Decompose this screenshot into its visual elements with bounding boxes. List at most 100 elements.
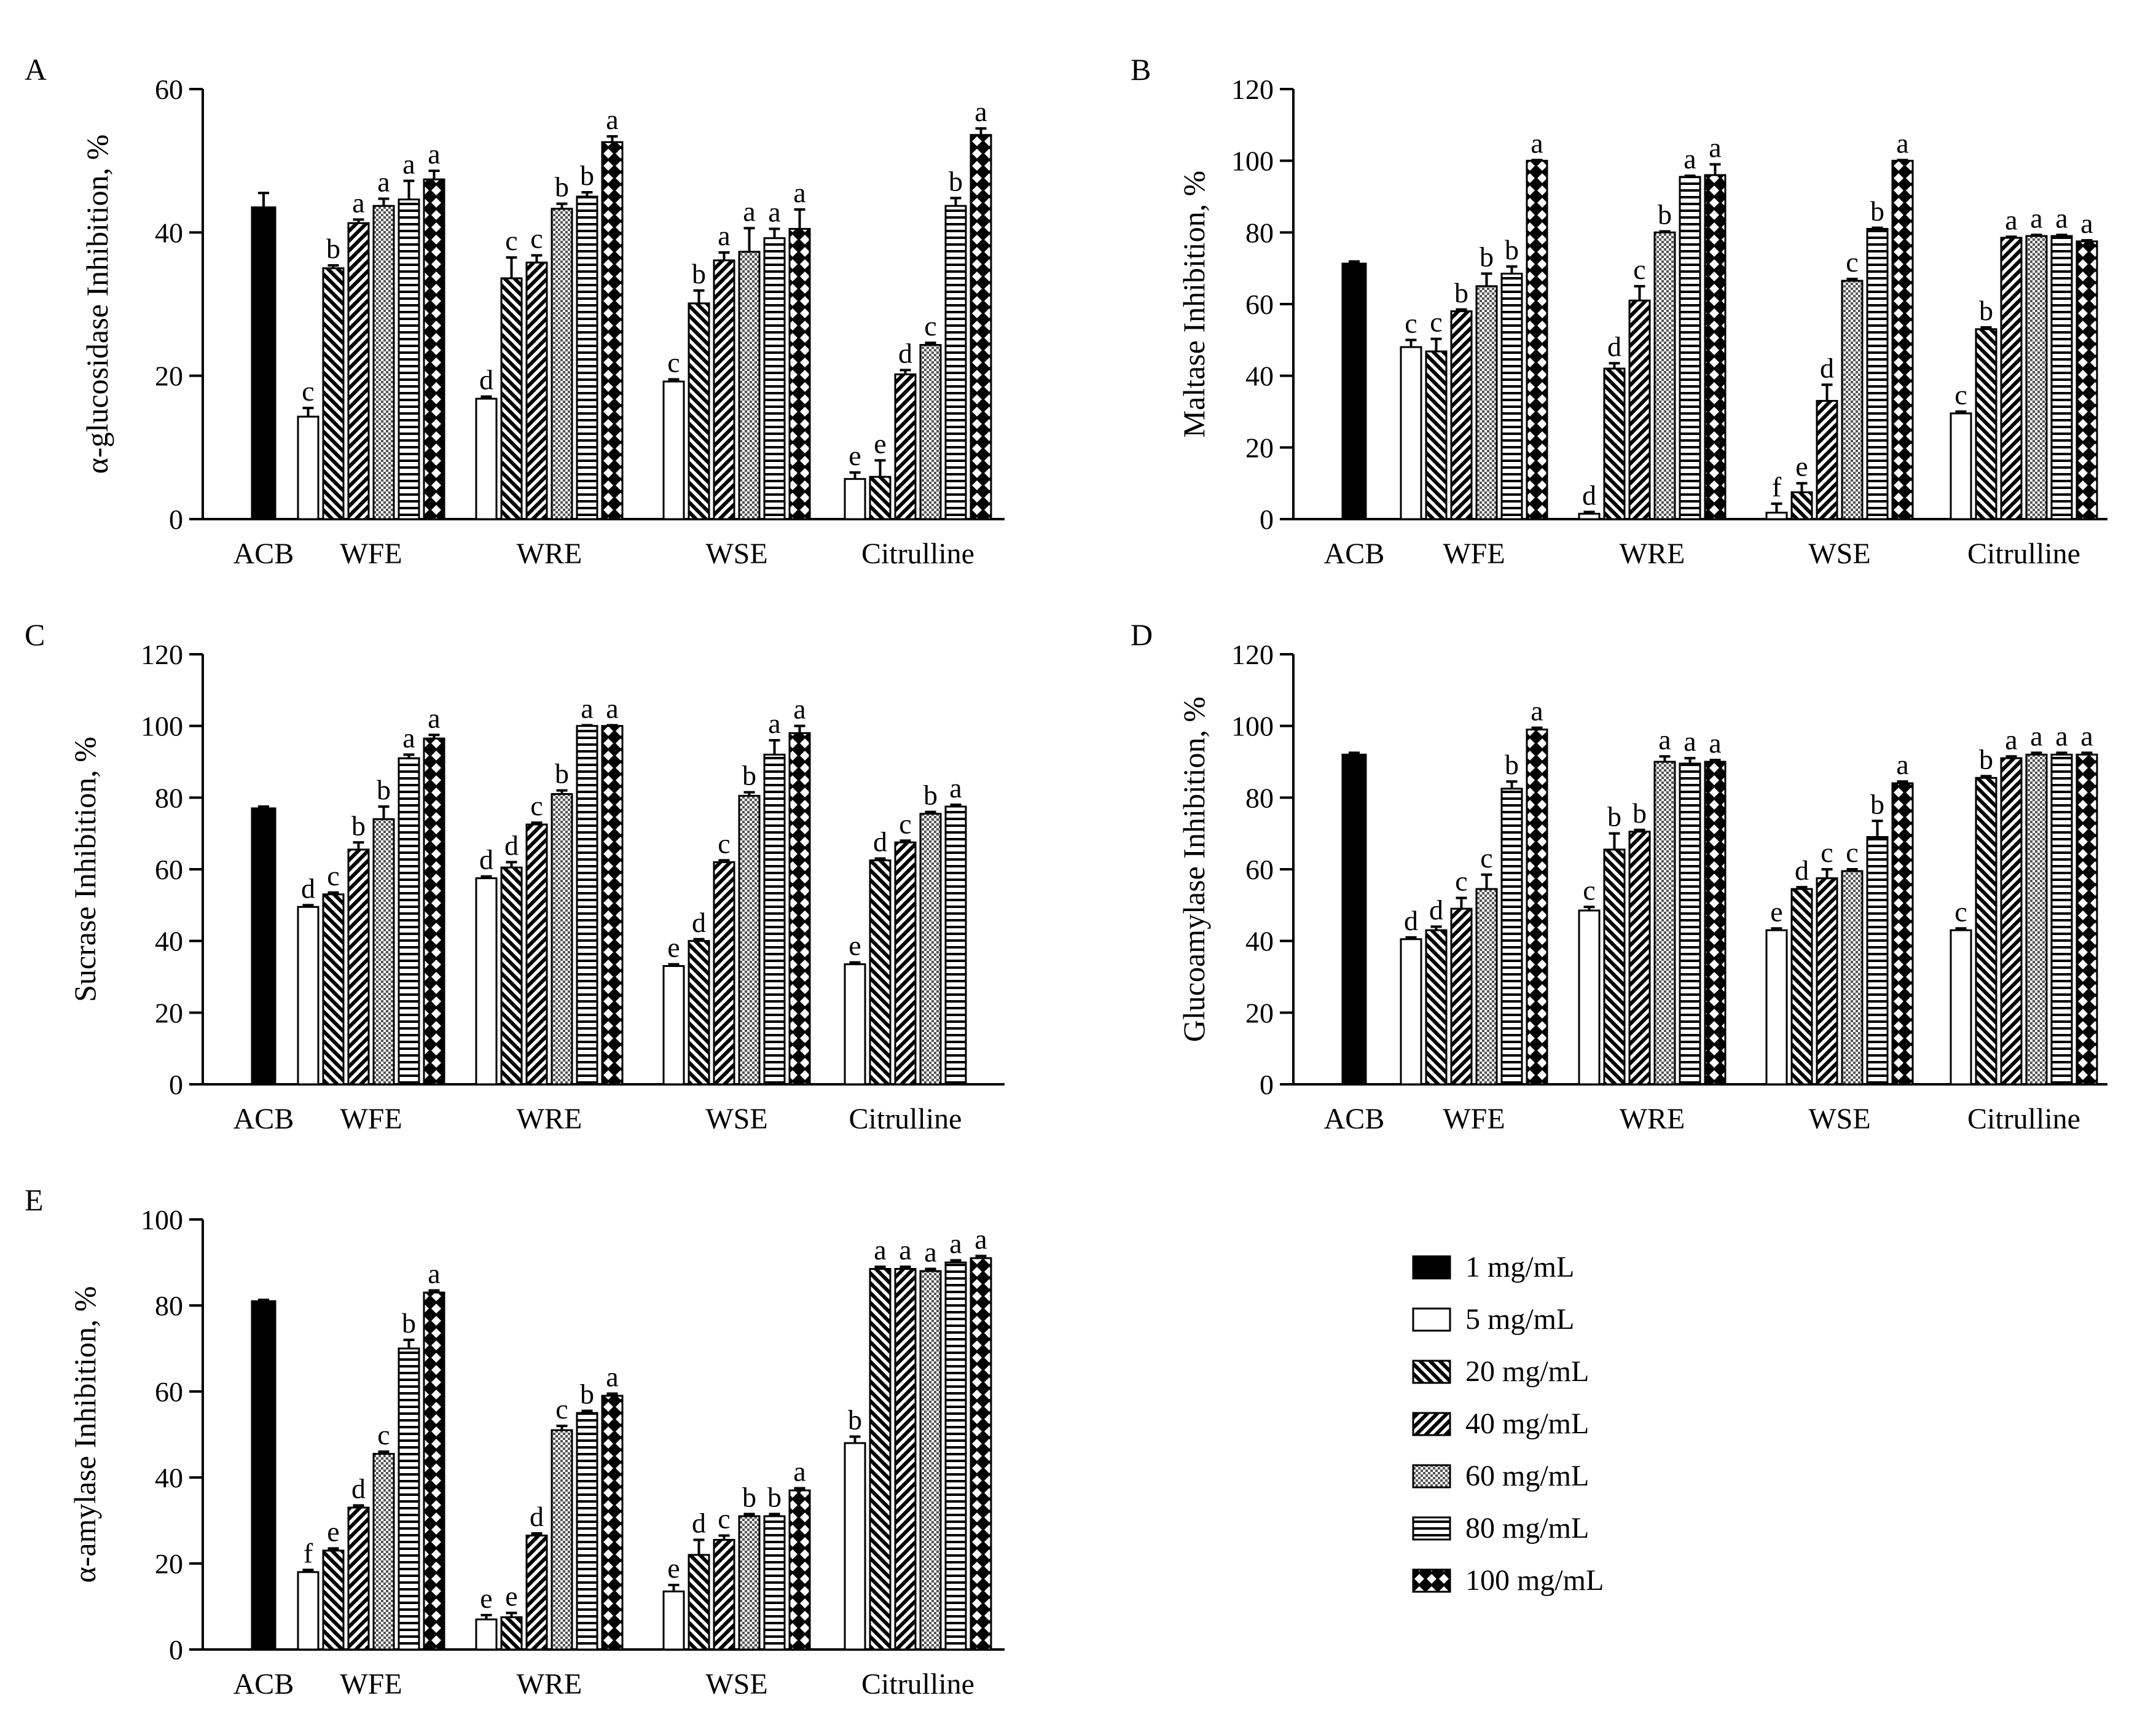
y-axis-label: Sucrase Inhibition, %: [68, 737, 102, 1002]
significance-letter: a: [874, 1234, 886, 1266]
bar: [525, 823, 548, 1086]
significance-letter: c: [1846, 246, 1858, 278]
bar: [347, 848, 370, 1086]
bar: [763, 753, 786, 1086]
bar: [475, 397, 498, 520]
bar: [1450, 310, 1473, 520]
y-tick-label: 80: [155, 782, 183, 813]
significance-letter: d: [530, 1501, 544, 1532]
bar: [1500, 272, 1523, 520]
panel-label: E: [25, 1183, 44, 1217]
legend-swatch-5: [1412, 1464, 1451, 1489]
bar: [2025, 753, 2048, 1086]
significance-letter: b: [742, 760, 756, 791]
y-tick-label: 0: [1260, 1069, 1274, 1100]
significance-letter: d: [1820, 352, 1834, 383]
legend-label-7: 100 mg/mL: [1465, 1564, 1604, 1597]
y-axis-label: α-glucosidase Inhibition, %: [80, 135, 114, 474]
y-axis-label: α-amylase Inhibition, %: [68, 1286, 102, 1583]
category-label: WSE: [1808, 538, 1870, 570]
category-label: ACB: [233, 1103, 294, 1135]
bar: [1603, 367, 1626, 520]
panel-e: Eα-amylase Inhibition, %020406080100ACBf…: [25, 1183, 1005, 1700]
significance-letter: a: [606, 693, 618, 724]
group-acb: [251, 805, 276, 1086]
bar: [576, 1412, 598, 1651]
significance-letter: a: [2005, 724, 2017, 755]
bar: [1400, 938, 1422, 1086]
legend-swatch-3: [1412, 1360, 1451, 1384]
bar: [662, 380, 685, 520]
significance-letter: d: [692, 1508, 706, 1539]
y-tick-label: 80: [1245, 217, 1274, 248]
y-tick-label: 100: [1231, 146, 1274, 177]
y-tick-label: 60: [155, 74, 183, 105]
bar: [970, 134, 992, 520]
bar: [1816, 877, 1838, 1086]
bar: [1425, 929, 1448, 1086]
bar: [919, 344, 942, 520]
bar: [525, 261, 548, 520]
significance-letter: b: [1979, 295, 1993, 326]
y-tick-label: 40: [155, 926, 183, 957]
bar: [869, 475, 892, 520]
significance-letter: a: [2055, 202, 2068, 233]
significance-letter: b: [1607, 801, 1621, 832]
y-tick-label: 120: [141, 639, 183, 670]
bar: [551, 1429, 573, 1651]
significance-letter: c: [1455, 866, 1467, 897]
significance-letter: d: [1607, 331, 1621, 362]
significance-letter: d: [1404, 905, 1418, 936]
category-label: Citrulline: [861, 1668, 974, 1700]
bar: [1950, 412, 1972, 520]
bar: [601, 725, 624, 1086]
significance-letter: d: [873, 826, 887, 858]
significance-letter: a: [2005, 204, 2017, 235]
significance-letter: b: [1870, 195, 1884, 227]
bar: [944, 205, 967, 520]
bar: [1975, 328, 1997, 520]
legend-swatch-2: [1412, 1307, 1451, 1332]
significance-letter: a: [428, 1258, 440, 1289]
significance-letter: b: [1454, 277, 1468, 308]
bar: [1500, 788, 1523, 1086]
significance-letter: d: [1795, 855, 1809, 886]
significance-letter: a: [2030, 720, 2042, 751]
bar: [763, 237, 786, 520]
significance-letter: a: [1709, 132, 1721, 163]
panel-c: C Sucrase Inhibition, % 0 20 40 60 80 100 120 ACB…: [25, 617, 1005, 1135]
significance-letter: b: [742, 1482, 756, 1513]
significance-letter: a: [1896, 749, 1908, 780]
bar: [1816, 400, 1838, 520]
legend-item-6: 80 mg/mL: [1412, 1512, 1589, 1544]
group-citrulline: e e dc b a: [844, 96, 992, 520]
bar: [788, 228, 811, 520]
significance-letter: c: [327, 860, 339, 891]
bar: [297, 415, 319, 520]
category-label: WSE: [1808, 1103, 1870, 1135]
significance-letter: a: [2080, 720, 2093, 751]
bar: [738, 794, 761, 1086]
significance-letter: c: [899, 808, 911, 839]
group-wse: ed cb ba: [662, 1456, 811, 1651]
group-citrulline: e dcb a: [844, 772, 967, 1086]
legend-label-3: 20 mg/mL: [1465, 1355, 1589, 1388]
bar: [251, 1300, 276, 1651]
bar: [1526, 729, 1548, 1086]
legend-item-2: 5 mg/mL: [1412, 1303, 1574, 1336]
group-wse: edc cba: [1765, 749, 1914, 1086]
bar: [844, 478, 866, 520]
group-wse: fe d cb a: [1765, 128, 1914, 520]
significance-letter: a: [606, 1361, 618, 1393]
bar: [322, 1549, 345, 1651]
significance-letter: c: [1954, 379, 1967, 410]
significance-letter: f: [1772, 471, 1782, 503]
y-axis-label: Glucoamylase Inhibition, %: [1177, 697, 1211, 1042]
significance-letter: d: [1429, 894, 1443, 925]
y-tick-label: 40: [155, 217, 183, 248]
y-axis-label: Maltase Inhibition, %: [1177, 171, 1211, 438]
